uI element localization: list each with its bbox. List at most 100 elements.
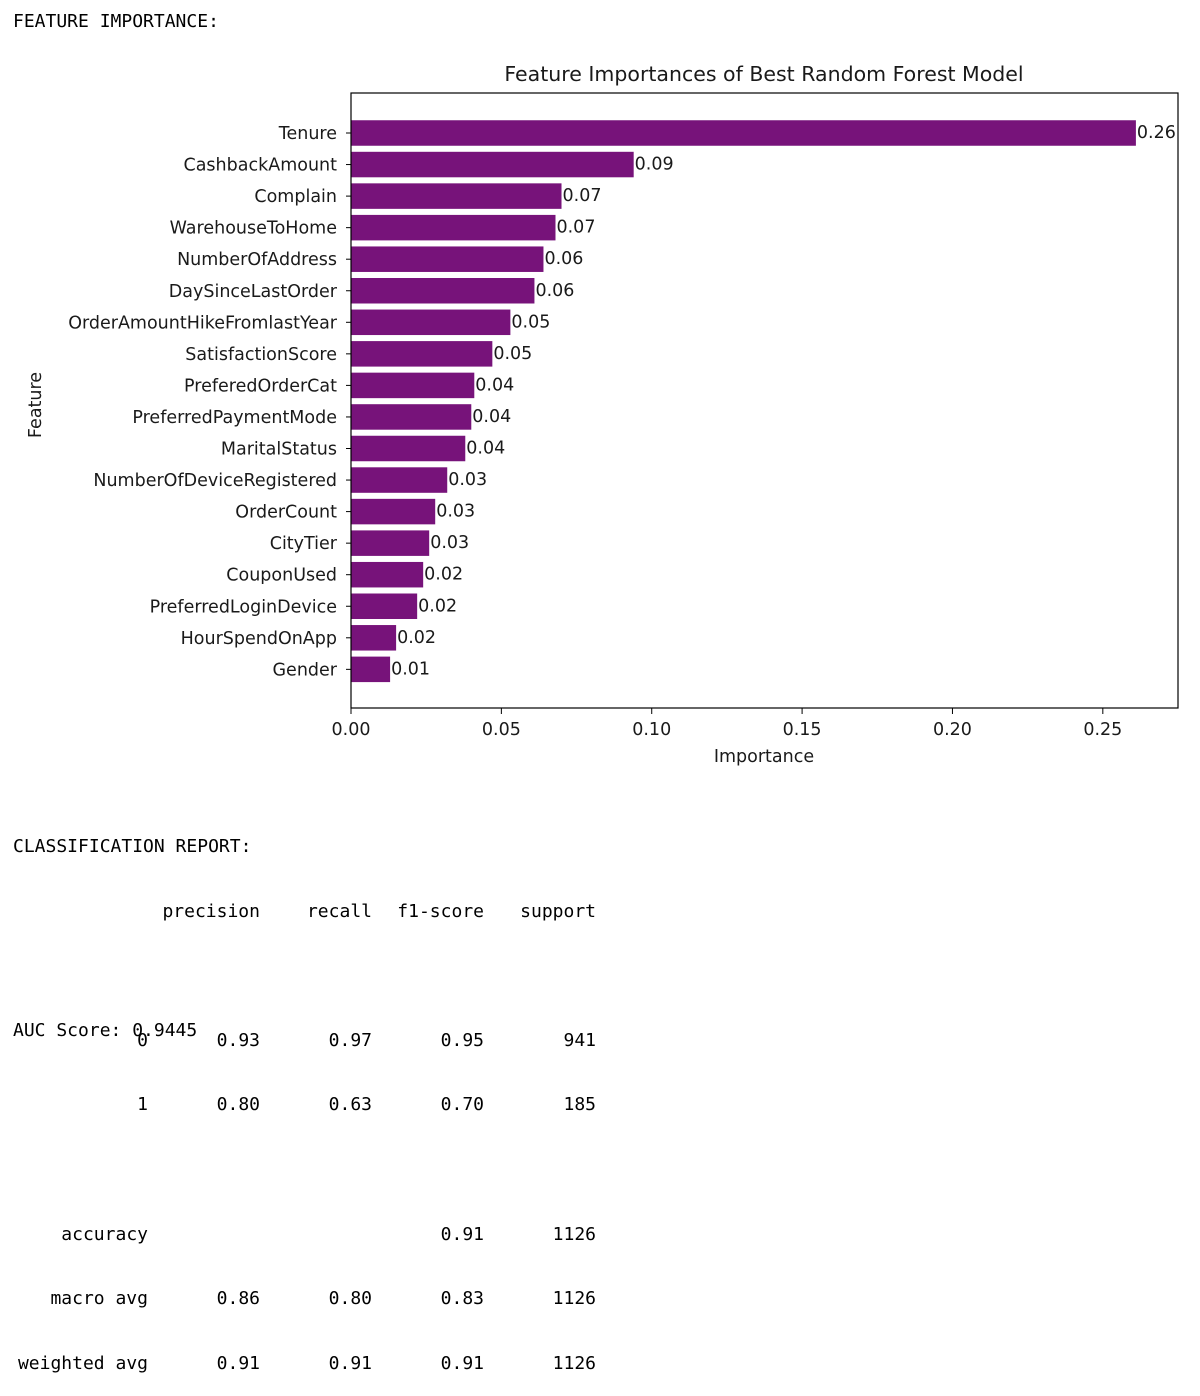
chart-title: Feature Importances of Best Random Fores…	[504, 62, 1023, 86]
row-support: 1126	[552, 1352, 596, 1374]
row-precision: 0.80	[216, 1094, 260, 1116]
x-tick-label: 0.05	[482, 720, 521, 740]
bar	[351, 593, 418, 619]
x-axis-label: Importance	[714, 747, 814, 767]
y-tick-label: NumberOfDeviceRegistered	[93, 471, 337, 491]
bar	[351, 404, 472, 430]
row-label: macro avg	[50, 1288, 148, 1310]
bar	[351, 120, 1136, 146]
col-header-recall: recall	[306, 900, 372, 922]
bar-value-label: 0.06	[535, 281, 574, 301]
bar-value-label: 0.03	[448, 470, 487, 490]
y-tick-label: HourSpendOnApp	[181, 629, 337, 649]
bar-value-labels: 0.26 0.09 0.07 0.07 0.06 0.06 0.05 0.05 0.04 0.04…	[391, 123, 1176, 679]
bar-value-label: 0.26	[1137, 123, 1176, 143]
y-tick-label: WarehouseToHome	[170, 219, 337, 239]
bar-value-label: 0.02	[418, 596, 457, 616]
bar	[351, 530, 430, 556]
y-tick-label: OrderAmountHikeFromlastYear	[68, 313, 338, 333]
row-recall: 0.97	[328, 1029, 372, 1051]
bar-value-label: 0.07	[563, 186, 602, 206]
row-f1: 0.83	[440, 1288, 484, 1310]
bar-value-label: 0.05	[493, 344, 532, 364]
bar-value-label: 0.09	[635, 155, 674, 175]
bar	[351, 561, 424, 588]
bar	[351, 498, 436, 525]
row-f1: 0.95	[440, 1029, 484, 1051]
classification-report: CLASSIFICATION REPORT: precision recall f1…	[13, 794, 596, 1396]
bar	[351, 278, 535, 304]
x-tick-label: 0.25	[1083, 720, 1122, 740]
bar	[351, 246, 544, 272]
report-row: 1 0.80 0.63 0.70 185	[13, 1094, 596, 1117]
col-header-f1: f1-score	[397, 900, 484, 922]
y-tick-label: PreferredLoginDevice	[150, 597, 337, 617]
bar	[351, 625, 397, 651]
x-tick-label: 0.20	[933, 720, 972, 740]
bar	[351, 435, 466, 462]
x-tick-label: 0.00	[332, 720, 371, 740]
bar	[351, 656, 391, 683]
row-recall: 0.80	[328, 1288, 372, 1310]
y-tick-label: CashbackAmount	[183, 156, 337, 176]
bar-value-label: 0.04	[472, 407, 511, 427]
y-axis-label: Feature	[26, 372, 46, 438]
row-support: 1126	[552, 1288, 596, 1310]
bar-value-label: 0.07	[556, 218, 595, 238]
bar-value-label: 0.03	[430, 533, 469, 553]
bar-value-label: 0.06	[544, 249, 583, 269]
row-f1: 0.91	[440, 1223, 484, 1245]
col-header-precision: precision	[162, 900, 260, 922]
bar-value-label: 0.04	[475, 375, 514, 395]
row-support: 185	[563, 1094, 596, 1116]
row-label: accuracy	[61, 1223, 148, 1245]
row-recall: 0.91	[328, 1352, 372, 1374]
col-header-support: support	[520, 900, 596, 922]
bar-value-label: 0.02	[397, 628, 436, 648]
report-heading: CLASSIFICATION REPORT:	[13, 836, 252, 857]
y-tick-label: CityTier	[270, 534, 338, 554]
bar	[351, 372, 475, 399]
bar	[351, 309, 511, 336]
row-support: 1126	[552, 1223, 596, 1245]
row-f1: 0.70	[440, 1094, 484, 1116]
report-row: macro avg 0.86 0.80 0.83 1126	[13, 1288, 596, 1311]
x-tick-label: 0.15	[783, 720, 822, 740]
y-tick-label: NumberOfAddress	[177, 250, 337, 270]
bar-value-label: 0.03	[436, 502, 475, 522]
row-label: 1	[137, 1094, 148, 1116]
bar-value-label: 0.01	[391, 659, 430, 679]
x-tick-label: 0.10	[632, 720, 671, 740]
bar	[351, 183, 562, 209]
feature-importance-heading: FEATURE IMPORTANCE:	[13, 11, 219, 32]
y-tick-label: DaySinceLastOrder	[169, 282, 338, 302]
row-recall: 0.63	[328, 1094, 372, 1116]
row-precision: 0.91	[216, 1352, 260, 1374]
y-tick-label: CouponUsed	[226, 566, 337, 586]
y-tick-label: Tenure	[278, 124, 337, 144]
row-label: 0	[137, 1029, 148, 1051]
y-tick-label: PreferedOrderCat	[184, 376, 337, 396]
bar	[351, 214, 556, 241]
row-support: 941	[563, 1029, 596, 1051]
bar-value-label: 0.02	[424, 565, 463, 585]
row-precision: 0.86	[216, 1288, 260, 1310]
y-tick-label: MaritalStatus	[221, 440, 337, 460]
feature-importance-chart: Feature Importances of Best Random Fores…	[26, 62, 1179, 767]
y-tick-label: SatisfactionScore	[185, 345, 337, 365]
report-row: accuracy 0.91 1126	[13, 1224, 596, 1247]
y-tick-labels: Tenure CashbackAmount Complain WarehouseToH…	[68, 124, 351, 680]
row-f1: 0.91	[440, 1352, 484, 1374]
plot-frame	[350, 92, 1179, 709]
bar-value-label: 0.04	[466, 439, 505, 459]
report-row: weighted avg 0.91 0.91 0.91 1126	[13, 1353, 596, 1376]
y-tick-label: PreferredPaymentMode	[132, 408, 337, 428]
auc-score-line: AUC Score: 0.9445	[13, 1020, 198, 1041]
y-tick-label: OrderCount	[235, 503, 337, 523]
report-header-row: precision recall f1-score support	[13, 901, 596, 924]
row-label: weighted avg	[17, 1352, 148, 1374]
bars-layer	[351, 120, 1136, 683]
y-tick-label: Complain	[254, 187, 337, 207]
bar	[351, 341, 493, 367]
bar	[351, 467, 448, 493]
